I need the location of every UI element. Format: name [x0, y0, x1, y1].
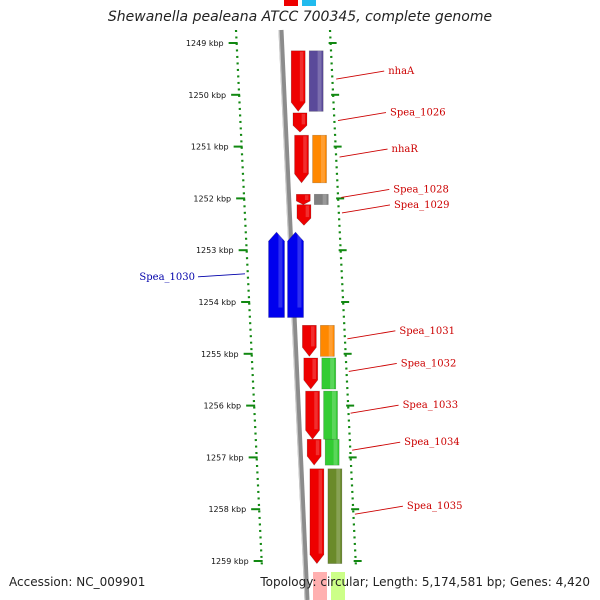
genome-summary: Topology: circular; Length: 5,174,581 bp…	[260, 575, 590, 589]
gene-label-nhaa: nhaA	[388, 66, 415, 77]
ruler-tick-label: 1257 kbp	[206, 453, 244, 462]
cog-nhaa	[308, 50, 324, 112]
ruler-tick-label: 1253 kbp	[196, 246, 234, 255]
ruler-tick-label: 1249 kbp	[186, 39, 224, 48]
gene-spea-1028[interactable]	[295, 193, 311, 205]
gene-spea-1034[interactable]	[306, 438, 322, 466]
cog-partial-top	[302, 0, 316, 6]
ruler-tick-label: 1259 kbp	[211, 557, 249, 566]
ruler-tick-label: 1255 kbp	[201, 350, 239, 359]
gene-spea-1033[interactable]	[305, 390, 320, 440]
gene-label-spea-1034: Spea_1034	[404, 437, 460, 448]
cog-partial-bottom	[331, 572, 345, 600]
label-leader-spea-1026	[337, 112, 387, 121]
gene-track	[268, 0, 345, 600]
gene-nhar[interactable]	[294, 134, 309, 184]
gene-partial-bottom	[313, 572, 327, 600]
cog-nhar	[312, 134, 327, 184]
label-leader-spea-1035	[354, 505, 403, 515]
gene-label-spea-1026: Spea_1026	[390, 108, 446, 119]
gene-spea-1026[interactable]	[292, 112, 308, 133]
accession-label: Accession: NC_009901	[9, 575, 146, 589]
label-leader-spea-1034	[352, 441, 401, 451]
gene-label-spea-1033: Spea_1033	[403, 400, 459, 411]
cog-spea-1028	[313, 193, 329, 205]
label-leader-nhar	[339, 148, 388, 158]
cog-spea-1033	[323, 390, 338, 440]
gene-partial-top	[284, 0, 298, 6]
cog-spea-1032	[321, 357, 337, 390]
gene-spea-1032[interactable]	[303, 357, 319, 390]
gene-spea-1030-b[interactable]	[287, 231, 304, 318]
gene-nhaa[interactable]	[290, 50, 306, 112]
ruler: 1249 kbp 1250 kbp 1251 kbp 1252 kbp 1253 kbp…	[186, 29, 362, 569]
gene-spea-1035[interactable]	[309, 468, 325, 565]
cog-spea-1031	[320, 325, 335, 357]
ruler-tick-label: 1256 kbp	[203, 402, 241, 411]
ruler-outer-ring	[328, 29, 358, 569]
map-title: Shewanella pealeana ATCC 700345, complet…	[107, 9, 493, 25]
gene-label-spea-1029: Spea_1029	[394, 200, 450, 211]
ruler-tick-label: 1252 kbp	[193, 194, 231, 203]
label-leader-nhaa	[336, 70, 385, 80]
ruler-tick-label: 1254 kbp	[198, 298, 236, 307]
gene-labels: nhaA Spea_1026 nhaR Spea_1028 Spea_1029 Spea_…	[139, 66, 463, 515]
gene-spea-1029[interactable]	[296, 204, 312, 226]
cog-spea-1035	[327, 468, 343, 564]
label-leader-spea-1030	[197, 273, 246, 278]
ruler-tick-label: 1251 kbp	[191, 143, 229, 152]
cog-spea-1034	[324, 438, 340, 466]
ruler-inner-ring	[234, 29, 264, 569]
label-leader-spea-1028	[341, 188, 390, 198]
gene-spea-1031[interactable]	[302, 325, 317, 357]
label-leader-spea-1031	[347, 330, 396, 340]
label-leader-spea-1029	[341, 204, 391, 214]
gene-label-nhar: nhaR	[392, 144, 419, 155]
label-leader-spea-1033	[350, 404, 399, 414]
label-leader-spea-1032	[348, 363, 397, 372]
gene-spea-1030-a[interactable]	[268, 231, 285, 318]
ruler-tick-label: 1258 kbp	[208, 505, 246, 514]
ruler-tick-label: 1250 kbp	[188, 91, 226, 100]
gene-label-spea-1028: Spea_1028	[393, 184, 449, 195]
gene-label-spea-1032: Spea_1032	[401, 358, 457, 369]
gene-label-spea-1031: Spea_1031	[399, 326, 455, 337]
gene-label-spea-1030: Spea_1030	[139, 272, 195, 283]
gene-label-spea-1035: Spea_1035	[407, 501, 463, 512]
